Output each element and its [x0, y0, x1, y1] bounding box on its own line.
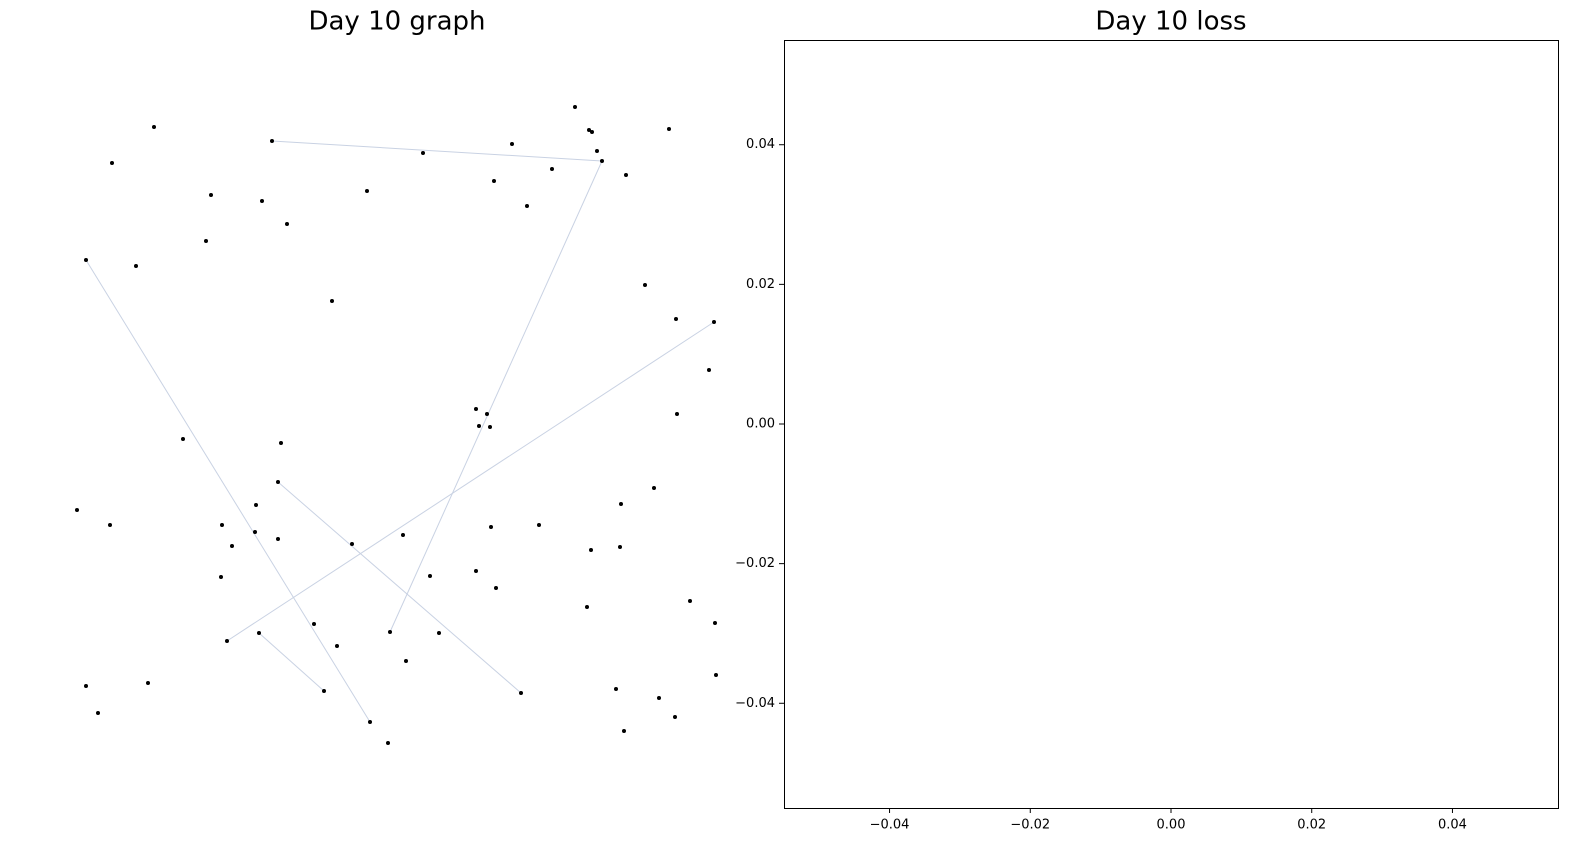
node: [657, 696, 661, 700]
node: [276, 480, 280, 484]
node: [437, 631, 441, 635]
node: [622, 729, 626, 733]
node: [219, 575, 223, 579]
node: [590, 130, 594, 134]
node: [110, 161, 114, 165]
x-tick-label: −0.02: [1010, 818, 1050, 833]
node: [589, 548, 593, 552]
y-tick-label: 0.00: [746, 417, 775, 432]
node: [108, 523, 112, 527]
node: [330, 299, 334, 303]
edge: [85, 259, 371, 723]
x-tick-label: −0.04: [870, 818, 910, 833]
node: [75, 508, 79, 512]
node: [84, 258, 88, 262]
node: [712, 320, 716, 324]
node: [652, 486, 656, 490]
node: [674, 317, 678, 321]
node: [388, 630, 392, 634]
node: [474, 407, 478, 411]
node: [675, 412, 679, 416]
node: [673, 715, 677, 719]
node: [146, 681, 150, 685]
node: [714, 673, 718, 677]
node: [253, 530, 257, 534]
node: [365, 189, 369, 193]
chart-title: Day 10 loss: [1095, 7, 1246, 37]
y-tick-label: 0.02: [746, 277, 775, 292]
node: [335, 644, 339, 648]
node: [688, 599, 692, 603]
node: [276, 537, 280, 541]
node: [519, 691, 523, 695]
edge: [258, 632, 325, 692]
node: [404, 659, 408, 663]
x-tick-label: 0.04: [1438, 818, 1467, 833]
node: [421, 151, 425, 155]
y-tick-label: −0.02: [735, 556, 775, 571]
node: [474, 569, 478, 573]
edge: [389, 160, 603, 633]
node: [573, 105, 577, 109]
node: [667, 127, 671, 131]
node: [134, 264, 138, 268]
node: [595, 149, 599, 153]
node: [492, 179, 496, 183]
node: [204, 239, 208, 243]
node: [707, 368, 711, 372]
node: [494, 586, 498, 590]
axes-frame: [784, 40, 1559, 809]
node: [537, 523, 541, 527]
node: [643, 283, 647, 287]
node: [587, 128, 591, 132]
node: [257, 631, 261, 635]
node: [270, 139, 274, 143]
node: [525, 204, 529, 208]
node: [401, 533, 405, 537]
node: [550, 167, 554, 171]
x-tick-label: 0.00: [1157, 818, 1186, 833]
node: [600, 159, 604, 163]
node: [152, 125, 156, 129]
node: [619, 502, 623, 506]
node: [485, 412, 489, 416]
node: [585, 605, 589, 609]
x-tick-label: 0.02: [1297, 818, 1326, 833]
edge: [226, 321, 715, 642]
node: [618, 545, 622, 549]
y-tick-label: −0.04: [735, 696, 775, 711]
node: [428, 574, 432, 578]
node: [209, 193, 213, 197]
node: [220, 523, 224, 527]
y-tick-label: 0.04: [746, 137, 775, 152]
edge: [277, 481, 522, 694]
node: [322, 689, 326, 693]
edge: [271, 140, 603, 162]
node: [624, 173, 628, 177]
node: [350, 542, 354, 546]
node: [510, 142, 514, 146]
node: [386, 741, 390, 745]
node: [181, 437, 185, 441]
node: [368, 720, 372, 724]
node: [489, 525, 493, 529]
node: [312, 622, 316, 626]
chart-title: Day 10 graph: [308, 7, 485, 37]
node: [260, 199, 264, 203]
node: [477, 424, 481, 428]
node: [225, 639, 229, 643]
node: [230, 544, 234, 548]
node: [713, 621, 717, 625]
node: [488, 425, 492, 429]
node: [285, 222, 289, 226]
node: [279, 441, 283, 445]
node: [614, 687, 618, 691]
node: [84, 684, 88, 688]
node: [254, 503, 258, 507]
node: [96, 711, 100, 715]
